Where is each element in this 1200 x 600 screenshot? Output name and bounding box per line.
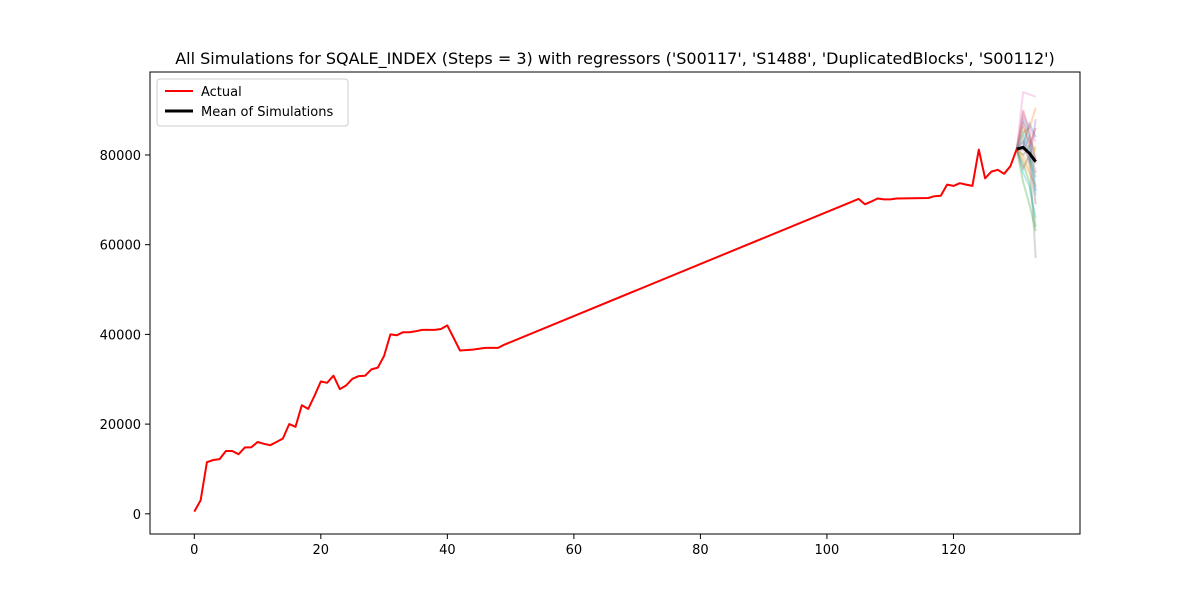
- chart-title: All Simulations for SQALE_INDEX (Steps =…: [175, 49, 1055, 69]
- x-tick-label: 100: [815, 543, 840, 558]
- x-tick-label: 20: [313, 543, 330, 558]
- simulation-line-4: [1015, 109, 1037, 160]
- simulation-line-20: [1015, 129, 1037, 196]
- simulation-line-7: [1015, 90, 1037, 150]
- simulation-line-12: [1015, 148, 1037, 187]
- simulation-line-5: [1015, 118, 1037, 165]
- simulation-line-8: [1015, 134, 1037, 259]
- mean-line: [1016, 145, 1037, 163]
- simulation-lines: [1015, 90, 1037, 259]
- simulation-line-1: [1015, 115, 1037, 192]
- simulation-line-2: [1015, 107, 1037, 150]
- mean-series: [1016, 145, 1037, 163]
- simulation-line-17: [1015, 111, 1037, 150]
- actual-series: [193, 148, 1018, 513]
- y-tick-label: 20000: [100, 418, 141, 433]
- simulation-line-10: [1015, 148, 1037, 218]
- x-tick-label: 40: [439, 543, 456, 558]
- y-tick-label: 40000: [100, 328, 141, 343]
- y-tick-label: 0: [133, 508, 141, 523]
- simulation-line-14: [1015, 119, 1037, 150]
- simulation-line-13: [1015, 148, 1037, 232]
- x-tick-label: 80: [692, 543, 709, 558]
- x-axis: 0 20 40 60 80 100 120: [190, 534, 966, 558]
- y-axis: 0 20000 40000 60000 80000: [100, 149, 150, 523]
- plot-frame: [149, 71, 1081, 535]
- simulation-line-3: [1015, 148, 1037, 227]
- simulation-line-9: [1015, 125, 1037, 152]
- y-tick-label: 60000: [100, 239, 141, 254]
- legend-mean-label: Mean of Simulations: [201, 105, 333, 120]
- x-tick-label: 60: [566, 543, 583, 558]
- legend: Actual Mean of Simulations: [156, 78, 349, 127]
- legend-box: [156, 78, 349, 127]
- simulation-line-16: [1015, 148, 1037, 205]
- legend-actual-label: Actual: [201, 85, 242, 100]
- x-tick-label: 120: [941, 543, 966, 558]
- x-tick-label: 0: [190, 543, 198, 558]
- actual-line: [193, 148, 1018, 513]
- y-tick-label: 80000: [100, 149, 141, 164]
